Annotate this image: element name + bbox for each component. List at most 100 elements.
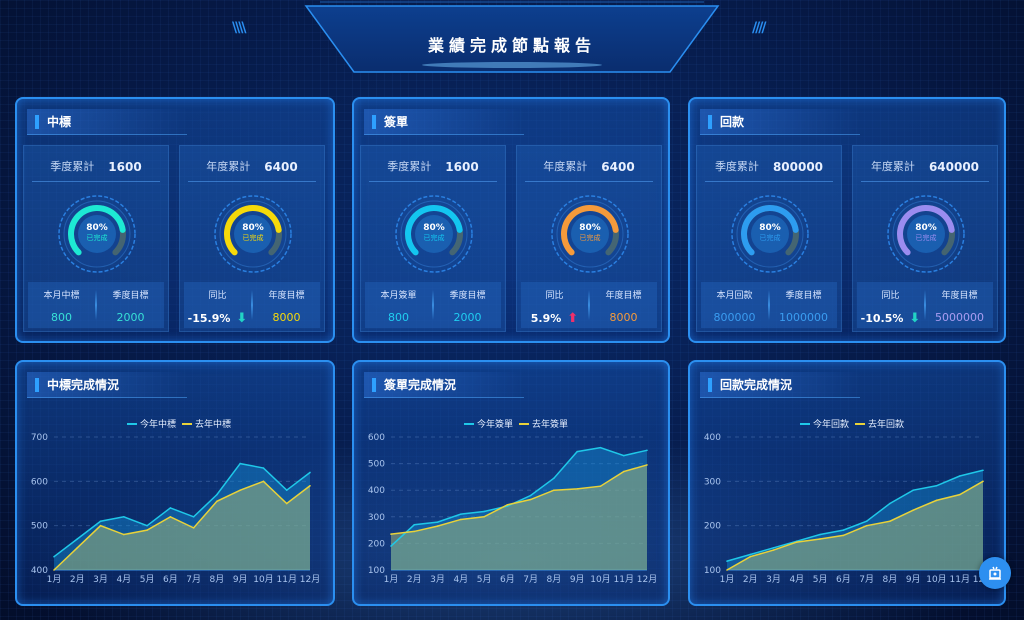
y-tick-label: 100 — [704, 566, 721, 576]
footer-left-value: -15.9% — [187, 312, 231, 325]
data-point — [796, 541, 798, 543]
data-point — [483, 516, 485, 518]
data-point — [123, 516, 125, 518]
progress-gauge: 80% 已完成 — [213, 194, 293, 274]
footer-right-label: 年度目標 — [941, 291, 978, 301]
x-tick-label: 6月 — [836, 574, 851, 585]
series-line-1 — [726, 469, 984, 562]
quarter-card: 季度累計 1600 80% 已完成 本月簽單 800 季度目標 2000 — [360, 145, 506, 332]
x-tick-label: 5月 — [813, 574, 828, 585]
cumulative-row: 季度累計 1600 — [369, 152, 497, 182]
assistant-button[interactable] — [979, 557, 1011, 589]
header-left-stripes-icon: \\\\ — [232, 20, 247, 36]
footer-left-label: 本月回款 — [716, 291, 753, 301]
y-tick-label: 500 — [31, 522, 48, 532]
data-point — [413, 523, 416, 526]
gauge-text: 80% 已完成 — [57, 223, 137, 243]
card-footer: 同比 -15.9% ⬇ 年度目標 8000 — [184, 282, 320, 328]
footer-right-label: 季度目標 — [449, 291, 486, 301]
data-point — [599, 485, 602, 488]
arrow-up-icon: ⬆ — [567, 311, 579, 326]
x-tick-label: 7月 — [186, 574, 201, 585]
gauge-text: 80% 已完成 — [394, 223, 474, 243]
legend-label: 去年回款 — [868, 418, 904, 430]
gauge-status: 已完成 — [579, 234, 601, 242]
cumulative-value: 6400 — [601, 159, 635, 174]
cumulative-row: 年度累計 640000 — [861, 152, 989, 182]
data-point — [935, 499, 938, 502]
x-tick-label: 4月 — [116, 574, 131, 585]
chart-title: 回款完成情況 — [700, 372, 860, 398]
gauge-percent: 80% — [423, 223, 445, 233]
data-point — [436, 521, 439, 523]
data-point — [262, 467, 265, 469]
gauge-percent: 80% — [242, 223, 264, 233]
footer-divider — [924, 290, 926, 320]
footer-divider — [432, 290, 434, 320]
x-tick-label: 12月 — [300, 574, 320, 585]
data-point — [285, 502, 288, 505]
cumulative-value: 800000 — [772, 159, 824, 174]
data-point — [169, 516, 172, 518]
quarter-card: 季度累計 800000 80% 已完成 本月回款 800000 季度目標 1000000 — [696, 145, 842, 332]
footer-divider — [768, 290, 770, 320]
x-tick-label: 8月 — [210, 574, 225, 585]
card-footer: 本月回款 800000 季度目標 1000000 — [701, 282, 837, 328]
arrow-down-icon: ⬇ — [909, 311, 921, 326]
gauge-text: 80% 已完成 — [730, 223, 810, 243]
header: 業績完成節點報告 — [300, 0, 724, 80]
kpi-panel-2: 簽單 季度累計 1600 80% 已完成 本月簽單 800 季度目標 2000 年度累計 6400 8… — [352, 97, 670, 343]
data-point — [53, 555, 55, 558]
data-point — [576, 488, 578, 490]
data-point — [958, 475, 961, 477]
footer-right: 季度目標 1000000 — [770, 282, 837, 328]
footer-left-value: 5.9% — [530, 312, 562, 325]
gauge-percent: 80% — [86, 223, 108, 233]
cumulative-value: 6400 — [264, 159, 298, 174]
gauge-progress — [224, 205, 282, 256]
header-right-stripes-icon: //// — [752, 20, 767, 36]
panel-title: 中標 — [27, 109, 187, 135]
series-area-2 — [54, 481, 310, 570]
data-point — [622, 470, 625, 473]
data-point — [216, 500, 218, 503]
x-tick-label: 7月 — [859, 574, 874, 585]
cumulative-row: 年度累計 6400 — [525, 152, 653, 182]
footer-divider — [251, 290, 253, 320]
data-point — [169, 507, 172, 509]
series-line-2 — [53, 480, 311, 571]
data-point — [772, 549, 775, 551]
data-point — [912, 509, 914, 511]
card-footer: 同比 5.9% ⬆ 年度目標 8000 — [521, 282, 657, 328]
legend-label: 去年中標 — [195, 418, 231, 430]
cumulative-label: 年度累計 — [870, 160, 915, 173]
progress-gauge: 80% 已完成 — [730, 194, 810, 274]
data-point — [819, 538, 821, 540]
cumulative-value: 1600 — [108, 159, 142, 174]
x-tick-label: 8月 — [547, 574, 562, 585]
footer-left-value: 800 — [51, 311, 72, 324]
footer-right-value: 8000 — [609, 311, 638, 324]
y-tick-label: 300 — [704, 477, 721, 487]
data-point — [935, 484, 938, 487]
annual-card: 年度累計 6400 80% 已完成 同比 -15.9% ⬇ 年度目標 8000 — [179, 145, 325, 332]
cumulative-value: 1600 — [445, 159, 479, 174]
data-point — [146, 524, 148, 527]
gauge-progress — [561, 205, 619, 256]
gauge-ring — [395, 195, 473, 273]
data-point — [483, 510, 485, 513]
y-tick-label: 400 — [31, 566, 48, 576]
gauge-core — [571, 215, 609, 253]
gauge-status: 已完成 — [915, 234, 937, 242]
footer-divider — [588, 290, 590, 320]
footer-left: 同比 -15.9% ⬇ — [184, 282, 251, 328]
y-tick-label: 600 — [368, 433, 385, 443]
x-tick-label: 5月 — [477, 574, 492, 585]
x-tick-label: 3月 — [430, 574, 445, 585]
gauge-outer-ring — [214, 195, 292, 273]
series-line-1 — [390, 446, 648, 547]
gauge-outer-ring — [887, 195, 965, 273]
x-tick-label: 11月 — [614, 574, 634, 585]
data-point — [889, 520, 891, 523]
gauge-core — [907, 215, 945, 253]
